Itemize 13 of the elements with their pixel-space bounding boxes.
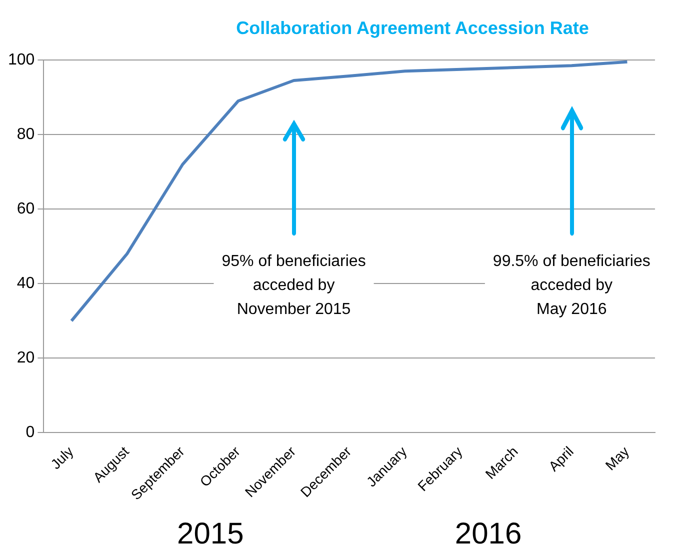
y-tick-label: 80: [16, 126, 35, 143]
annotation: 99.5% of beneficiaries acceded by May 2016: [492, 253, 650, 318]
chart-title: Collaboration Agreement Accession Rate: [235, 18, 590, 39]
x-tick-label: July: [47, 443, 76, 472]
y-tick-label: 60: [16, 200, 35, 218]
text: 2016: [454, 517, 522, 550]
annotation: 95% of beneficiaries acceded by November 2015: [222, 253, 366, 318]
x-tick-label: May: [602, 443, 632, 474]
y-tick-label: 20: [16, 350, 35, 367]
y-tick-label: 40: [16, 275, 35, 292]
y-tick-label: 100: [8, 51, 35, 68]
text: 2015: [177, 517, 244, 550]
y-tick-label: 0: [26, 424, 35, 442]
